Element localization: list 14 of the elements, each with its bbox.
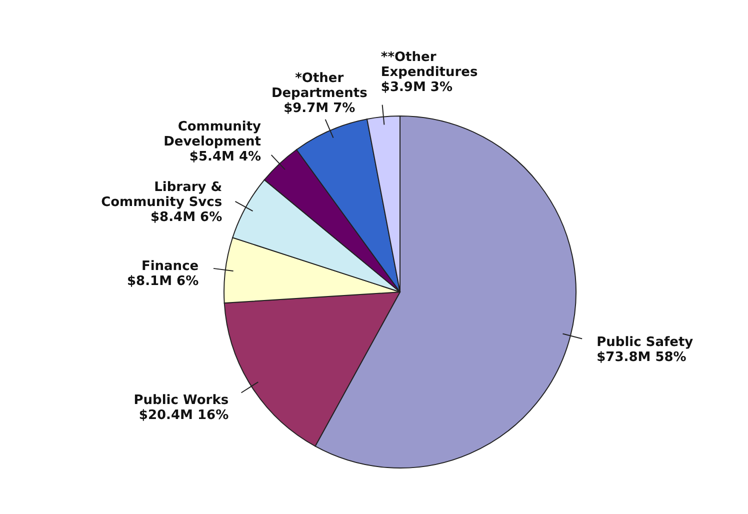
data-label: $3.9M 3% <box>380 80 453 96</box>
slice-label: *Other Departments <box>271 70 368 101</box>
slice-label: Public Works <box>134 393 229 408</box>
data-label: $8.1M 6% <box>126 274 199 290</box>
data-label: $8.4M 6% <box>150 210 222 225</box>
data-label: $73.8M 58% <box>596 350 686 366</box>
data-label: $20.4M 16% <box>138 408 229 424</box>
slice-label: Library & Community Svcs <box>101 180 222 210</box>
slice-label: **Other Expenditures <box>380 50 478 80</box>
slice-label: Finance <box>141 259 199 274</box>
data-label: $9.7M 7% <box>284 100 356 116</box>
slice-label: Public Safety <box>596 335 694 350</box>
slice-label: Community Development <box>164 120 262 150</box>
data-label: $5.4M 4% <box>189 150 262 165</box>
